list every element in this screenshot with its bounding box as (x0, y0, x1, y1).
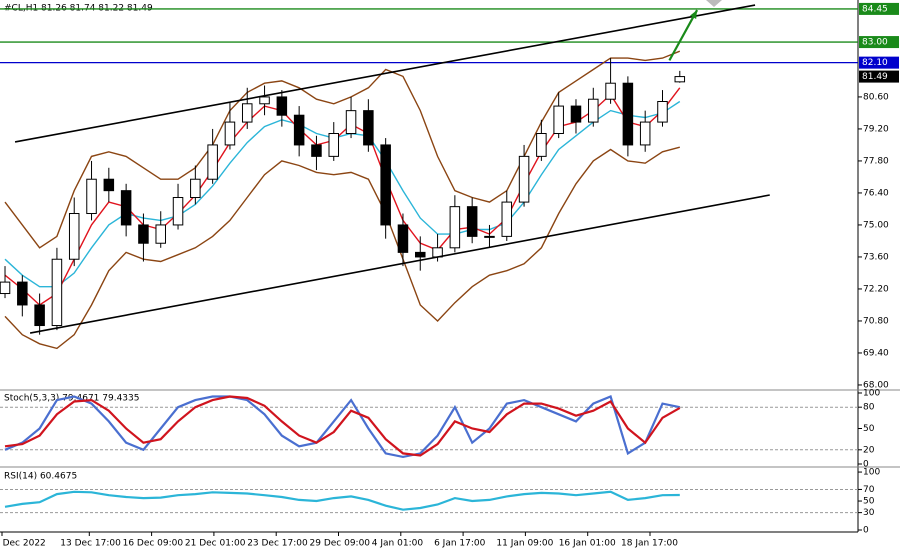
current-price-label: 81.49 (862, 72, 888, 82)
shift-marker (706, 0, 722, 7)
indicator-title: Stoch(5,3,3) 79.4671 79.4335 (4, 394, 139, 404)
candle-body (657, 101, 668, 123)
indicator-line (4, 490, 680, 511)
candle-body (120, 190, 132, 226)
y-tick-label: 20 (863, 445, 875, 455)
level-label: 83.00 (862, 38, 888, 48)
y-tick-label: 73.60 (863, 252, 889, 262)
candle-body (345, 110, 357, 135)
x-tick-label: 16 Dec 09:00 (123, 539, 184, 549)
y-tick-label: 0 (863, 460, 869, 470)
candle-body (241, 103, 253, 123)
candle-body (17, 281, 28, 306)
x-tick-label: 6 Jan 17:00 (434, 539, 486, 549)
candle-body (397, 224, 409, 253)
x-tick-label: 11 Jan 09:00 (496, 539, 553, 549)
y-tick-label: 100 (863, 468, 880, 478)
candle-body (293, 114, 305, 146)
x-tick-label: 13 Dec 17:00 (60, 539, 121, 549)
candle-body (570, 105, 582, 123)
x-tick-label: 18 Jan 17:00 (621, 539, 678, 549)
candle-body (0, 281, 11, 295)
candle-body (605, 82, 616, 100)
candle-body (484, 235, 495, 238)
candle-body (51, 258, 63, 327)
candle-body (68, 213, 80, 260)
candle-body (86, 178, 97, 215)
candle-body (674, 76, 686, 83)
y-tick-label: 76.40 (863, 188, 889, 198)
candle-body (259, 96, 270, 105)
arrow-shaft (668, 9, 699, 61)
candle-body (138, 224, 149, 244)
trend-line (14, 4, 756, 143)
x-tick-label: 21 Dec 01:00 (185, 539, 246, 549)
y-tick-label: 50 (863, 497, 875, 507)
level-box (859, 2, 899, 15)
candle-body (501, 201, 513, 237)
y-tick-label: 68.00 (863, 380, 889, 390)
candle-body (224, 121, 236, 146)
y-tick-label: 50 (863, 424, 875, 434)
arrow-head (690, 10, 698, 20)
y-tick-label: 80 (863, 403, 875, 413)
candle-body (639, 121, 651, 146)
candle-body (276, 96, 288, 116)
level-label: 84.45 (862, 4, 888, 14)
candle-body (466, 206, 478, 237)
indicator-line (4, 87, 681, 306)
candle-body (207, 144, 218, 180)
level-label: 82.10 (862, 58, 888, 68)
candle-body (536, 133, 547, 157)
trend-line (29, 194, 770, 334)
indicator-line (4, 395, 681, 457)
y-tick-label: 75.00 (863, 220, 889, 230)
candle-body (155, 224, 166, 244)
indicator-line (4, 146, 680, 350)
current-price-box (859, 70, 899, 83)
y-tick-label: 77.80 (863, 156, 889, 166)
candle-body (553, 105, 564, 135)
x-tick-label: 29 Dec 09:00 (310, 539, 371, 549)
y-tick-label: 100 (863, 388, 880, 398)
y-tick-label: 30 (863, 508, 875, 518)
candle-body (363, 110, 374, 146)
y-tick-label: 70.80 (863, 316, 889, 326)
candle-body (190, 178, 201, 199)
candle-body (380, 144, 391, 226)
x-tick-label: 4 Jan 01:00 (372, 539, 424, 549)
x-tick-label: 16 Jan 01:00 (559, 539, 616, 549)
candle-body (172, 197, 184, 226)
x-tick-label: 23 Dec 17:00 (247, 539, 308, 549)
candle-body (518, 155, 530, 203)
y-tick-label: 72.20 (863, 284, 889, 294)
x-tick-label: 9 Dec 2022 (0, 539, 46, 549)
candle-body (415, 251, 426, 258)
candle-body (311, 144, 322, 157)
indicator-line (4, 50, 681, 249)
level-box (859, 36, 899, 49)
indicator-title: RSI(14) 60.4675 (4, 472, 77, 482)
indicator-line (4, 395, 681, 459)
level-box (859, 56, 899, 69)
candle-body (449, 206, 461, 249)
candle-body (622, 82, 634, 146)
y-tick-label: 79.20 (863, 124, 889, 134)
y-tick-label: 0 (863, 526, 869, 536)
candle-body (328, 133, 340, 157)
candle-body (103, 178, 115, 192)
y-tick-label: 70 (863, 485, 875, 495)
candle-body (34, 304, 45, 327)
candle-body (588, 98, 599, 123)
y-tick-label: 69.40 (863, 348, 889, 358)
indicator-line (4, 100, 681, 288)
y-tick-label: 80.60 (863, 92, 889, 102)
